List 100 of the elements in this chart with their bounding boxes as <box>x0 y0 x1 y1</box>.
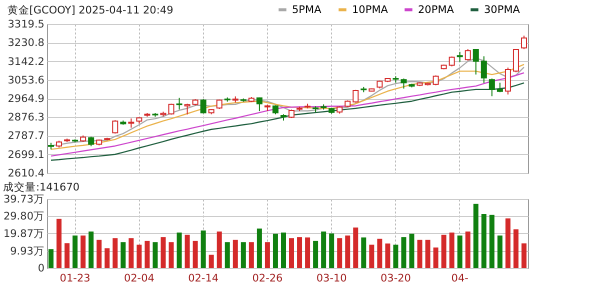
y-tick-label: 2699.1 <box>8 148 44 161</box>
bar <box>104 248 110 268</box>
bar <box>176 232 182 268</box>
bar <box>481 214 486 268</box>
bar <box>112 238 118 268</box>
bar <box>120 242 126 268</box>
y-tick-label: 39.73万 <box>3 194 44 206</box>
bar <box>88 232 94 268</box>
legend-label: 20PMA <box>418 4 455 16</box>
bar <box>289 238 294 268</box>
bar <box>449 232 454 268</box>
y-tick-label: 3319.5 <box>8 18 44 30</box>
chart-title: 成交量:141670 <box>2 180 80 194</box>
candlestick <box>512 48 519 73</box>
bar <box>64 243 70 268</box>
bar <box>305 237 310 268</box>
y-tick-label: 2876.3 <box>8 112 44 124</box>
y-tick-label: 3053.6 <box>8 74 45 86</box>
bar <box>208 254 214 268</box>
bar <box>272 234 278 268</box>
y-tick-label: 0 <box>38 262 44 274</box>
candlestick <box>272 104 278 115</box>
candlestick <box>464 48 471 62</box>
bar <box>144 240 150 268</box>
bar <box>465 232 470 268</box>
y-tick-label: 2610.4 <box>8 168 45 180</box>
bar <box>128 238 134 268</box>
bar <box>280 232 286 268</box>
candlestick <box>184 103 190 115</box>
candlestick <box>504 67 511 95</box>
candlestick <box>88 136 94 147</box>
bar <box>184 234 190 268</box>
bar <box>473 204 478 268</box>
bar <box>232 240 238 268</box>
bar <box>264 242 270 268</box>
x-tick-label: 04- <box>451 272 469 284</box>
legend-label: 10PMA <box>352 4 389 16</box>
x-tick-label: 02-04 <box>124 272 155 284</box>
candlestick <box>112 120 118 134</box>
bar <box>297 237 302 268</box>
bar <box>505 218 510 268</box>
y-tick-label: 3142.2 <box>8 56 44 68</box>
candlestick <box>200 98 206 114</box>
bar <box>216 232 222 268</box>
bar <box>457 236 462 268</box>
bar <box>224 242 230 268</box>
bar <box>497 236 502 268</box>
bar <box>248 242 254 268</box>
y-tick-label: 29.80万 <box>3 210 44 223</box>
bar <box>337 238 342 268</box>
bar <box>80 236 86 268</box>
bar <box>441 234 446 268</box>
candlestick <box>448 56 455 67</box>
y-tick-label: 2787.7 <box>8 130 44 142</box>
bar <box>433 248 438 268</box>
bar <box>513 229 518 268</box>
bar <box>168 242 174 268</box>
candlestick <box>176 97 182 110</box>
bar <box>377 238 382 268</box>
bar <box>313 240 318 268</box>
candlestick <box>216 99 222 110</box>
bar <box>393 244 398 268</box>
x-tick-label: 02-14 <box>188 272 219 284</box>
y-tick-label: 2964.9 <box>8 93 44 106</box>
bar <box>56 218 62 268</box>
candlestick <box>488 78 495 97</box>
x-tick-label: 03-10 <box>316 272 347 284</box>
bar <box>329 233 334 268</box>
candlestick <box>400 78 407 90</box>
bar <box>160 237 166 268</box>
bar <box>240 242 246 268</box>
bar <box>425 240 430 268</box>
bar <box>521 243 526 268</box>
chart-title: 黄金[GCOOY] 2025-04-11 20:49 <box>7 4 174 16</box>
x-tick-label: 01-23 <box>60 272 90 284</box>
x-tick-label: 03-20 <box>380 272 411 284</box>
candlestick <box>256 96 262 112</box>
bar <box>96 240 102 268</box>
bar <box>200 230 206 268</box>
bar <box>136 244 142 268</box>
x-tick-label: 02-26 <box>252 272 284 284</box>
bar <box>152 242 158 268</box>
bar <box>256 228 262 268</box>
y-tick-label: 3230.8 <box>8 37 44 50</box>
bar <box>361 237 366 268</box>
bar <box>369 244 374 268</box>
candlestick <box>472 48 479 76</box>
bar <box>385 244 390 268</box>
y-tick-label: 9.93万 <box>10 245 44 258</box>
bar <box>321 232 326 268</box>
bar <box>345 236 350 268</box>
bar <box>192 240 198 268</box>
bar <box>409 234 414 268</box>
bar <box>489 214 494 268</box>
bar <box>417 240 422 268</box>
candlestick <box>480 56 487 84</box>
bar <box>72 236 78 268</box>
bar <box>401 237 406 268</box>
candlestick <box>456 51 463 62</box>
bar <box>48 249 54 268</box>
